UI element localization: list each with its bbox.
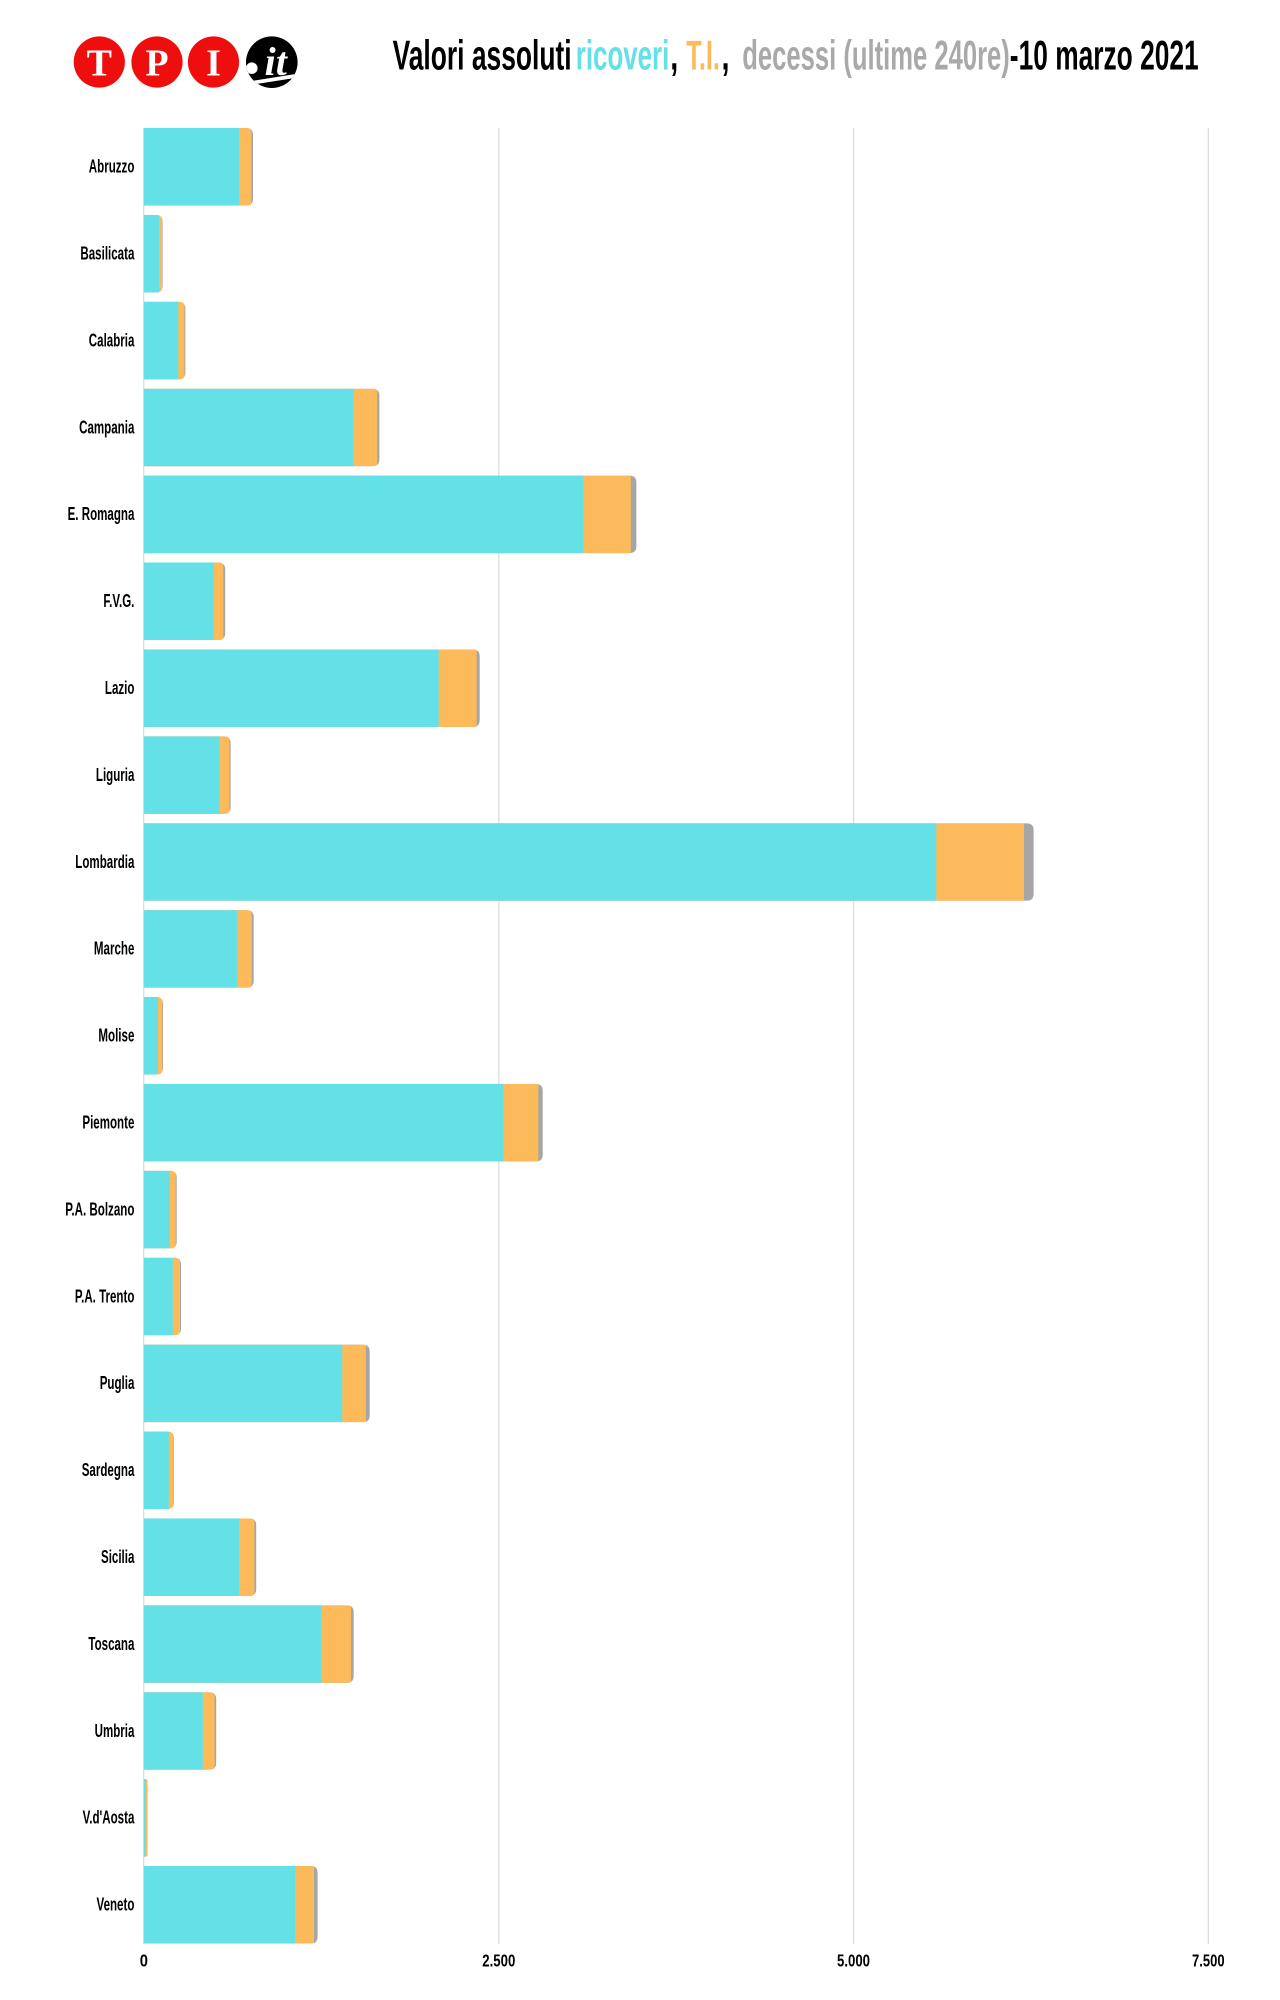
svg-text:Molise: Molise <box>98 1026 134 1046</box>
svg-text:V.d'Aosta: V.d'Aosta <box>83 1808 135 1828</box>
svg-text:7.500: 7.500 <box>1192 1951 1225 1971</box>
svg-text:Lazio: Lazio <box>105 678 135 698</box>
svg-text:Umbria: Umbria <box>95 1721 135 1741</box>
svg-text:Sardegna: Sardegna <box>82 1460 135 1480</box>
svg-text:Sicilia: Sicilia <box>101 1547 135 1567</box>
svg-text:Piemonte: Piemonte <box>82 1113 134 1133</box>
svg-text:Toscana: Toscana <box>88 1634 135 1654</box>
svg-text:P.A. Bolzano: P.A. Bolzano <box>65 1199 134 1219</box>
svg-text:Liguria: Liguria <box>96 765 135 785</box>
svg-text:Lombardia: Lombardia <box>75 852 135 872</box>
svg-text:Campania: Campania <box>79 417 135 437</box>
svg-text:P: P <box>145 42 168 84</box>
svg-text:I: I <box>206 42 221 84</box>
svg-text:Marche: Marche <box>94 939 135 959</box>
svg-text:2.500: 2.500 <box>482 1951 515 1971</box>
svg-text:Calabria: Calabria <box>89 330 135 350</box>
svg-text:Valori assoluti: Valori assoluti <box>393 32 572 79</box>
svg-text:it: it <box>265 39 289 84</box>
svg-text:Veneto: Veneto <box>97 1895 135 1915</box>
svg-text:5.000: 5.000 <box>837 1951 870 1971</box>
svg-text:,: , <box>722 32 730 79</box>
svg-text:E. Romagna: E. Romagna <box>68 504 135 524</box>
svg-text:F.V.G.: F.V.G. <box>103 591 134 611</box>
svg-text:Puglia: Puglia <box>100 1373 135 1393</box>
svg-text:Basilicata: Basilicata <box>80 244 135 264</box>
svg-text:Abruzzo: Abruzzo <box>89 157 135 177</box>
svg-text:decessi (ultime 240re): decessi (ultime 240re) <box>742 32 1010 79</box>
svg-text:P.A. Trento: P.A. Trento <box>75 1286 135 1306</box>
svg-text:-10 marzo 2021: -10 marzo 2021 <box>1010 32 1199 79</box>
svg-text:,: , <box>670 32 678 79</box>
svg-text:T: T <box>87 42 112 84</box>
svg-text:0: 0 <box>140 1951 148 1971</box>
svg-text:T.I.: T.I. <box>686 32 720 79</box>
svg-text:ricoveri: ricoveri <box>576 32 670 79</box>
